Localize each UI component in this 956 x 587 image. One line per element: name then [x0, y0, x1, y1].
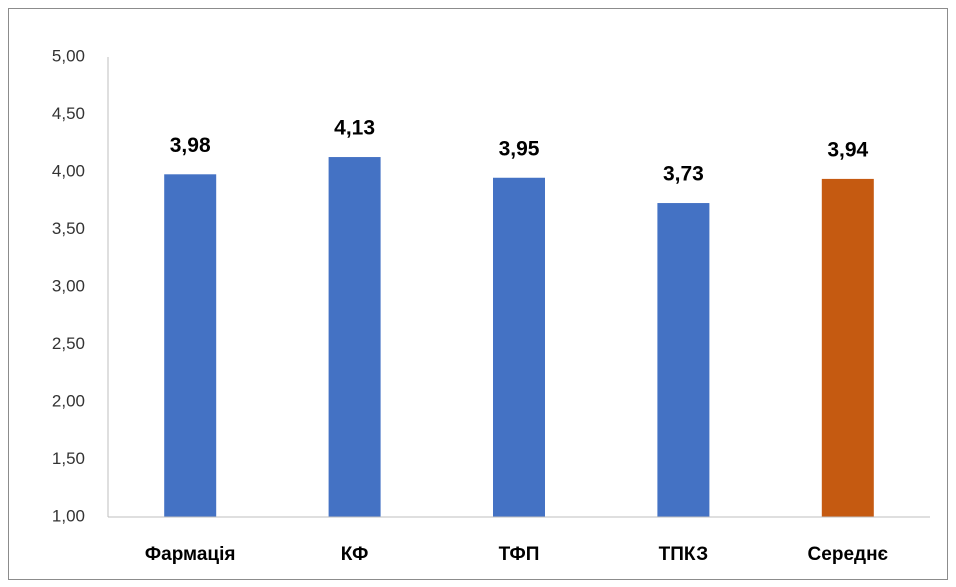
y-tick-label: 3,00 — [52, 276, 85, 295]
data-label: 4,13 — [334, 117, 375, 140]
y-tick-label: 4,00 — [52, 161, 85, 180]
y-tick-label: 1,50 — [52, 449, 85, 468]
x-tick-label: КФ — [341, 544, 369, 565]
bar — [328, 157, 381, 518]
y-tick-label: 2,00 — [52, 391, 85, 410]
data-label: 3,98 — [170, 134, 211, 157]
x-tick-label: ТФП — [499, 544, 540, 565]
x-tick-label: Середнє — [808, 544, 889, 565]
data-label: 3,73 — [663, 163, 704, 186]
y-tick-label: 5,00 — [52, 46, 85, 65]
bar — [164, 174, 217, 518]
bar — [493, 177, 545, 517]
bar — [657, 203, 710, 518]
chart-border — [8, 8, 948, 580]
data-label: 3,94 — [827, 138, 868, 161]
y-tick-label: 1,00 — [52, 506, 85, 525]
x-tick-label: ТПКЗ — [659, 544, 709, 565]
y-tick-label: 3,50 — [52, 219, 85, 238]
bar — [821, 178, 874, 517]
data-label: 3,95 — [499, 137, 540, 160]
y-tick-label: 2,50 — [52, 334, 85, 353]
y-tick-label: 4,50 — [52, 104, 85, 123]
x-tick-label: Фармація — [145, 544, 236, 565]
